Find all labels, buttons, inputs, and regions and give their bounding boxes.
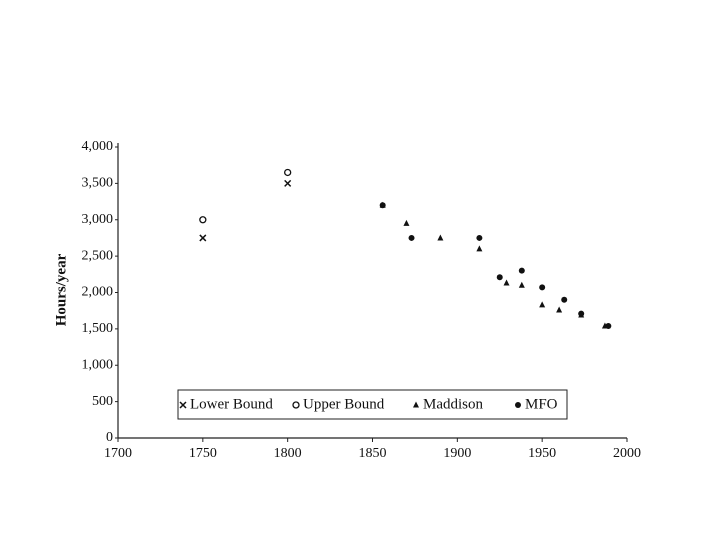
dot-marker — [561, 296, 568, 303]
dot-marker — [605, 322, 612, 329]
circle-marker — [199, 216, 207, 224]
y-tick-label: 2,000 — [82, 285, 114, 300]
legend-label: Upper Bound — [303, 396, 385, 412]
circle-marker — [284, 168, 292, 177]
triangle-marker — [403, 219, 410, 226]
x-marker — [284, 179, 292, 187]
triangle-marker — [413, 401, 419, 408]
y-axis-label: Hours/year — [53, 253, 69, 326]
y-tick-label: 1,000 — [82, 357, 114, 372]
x-tick-label: 1850 — [359, 446, 387, 461]
x-tick-label: 1900 — [443, 446, 471, 461]
triangle-marker — [437, 234, 444, 241]
y-tick-label: 2,500 — [82, 248, 114, 263]
x-tick-label: 1700 — [104, 446, 132, 461]
legend-label: Lower Bound — [190, 396, 273, 412]
triangle-marker — [518, 281, 525, 288]
dot-marker — [379, 202, 386, 209]
dot-marker — [476, 234, 483, 241]
dot-marker — [408, 234, 415, 241]
triangle-marker — [556, 306, 563, 313]
dot-marker — [496, 274, 503, 281]
legend-label: Maddison — [423, 396, 484, 412]
circle-marker — [292, 401, 300, 409]
legend-box — [177, 389, 568, 420]
x-marker — [179, 401, 187, 409]
x-marker — [199, 234, 207, 242]
x-tick-label: 1750 — [189, 446, 217, 461]
x-tick-label: 1950 — [528, 446, 556, 461]
y-tick-label: 4,000 — [82, 139, 114, 154]
y-tick-label: 1,500 — [82, 321, 114, 336]
legend-label: MFO — [525, 396, 558, 412]
y-tick-label: 3,000 — [82, 212, 114, 227]
x-tick-label: 1800 — [274, 446, 302, 461]
y-tick-label: 0 — [106, 430, 113, 445]
triangle-marker — [539, 301, 546, 308]
dot-marker — [518, 267, 525, 274]
dot-marker — [578, 310, 585, 317]
dot-marker — [539, 284, 546, 291]
x-tick-label: 2000 — [613, 446, 641, 461]
y-tick-label: 3,500 — [82, 176, 114, 191]
dot-marker — [515, 402, 521, 408]
triangle-marker — [503, 279, 510, 286]
triangle-marker — [476, 245, 483, 252]
y-tick-label: 500 — [92, 394, 113, 409]
